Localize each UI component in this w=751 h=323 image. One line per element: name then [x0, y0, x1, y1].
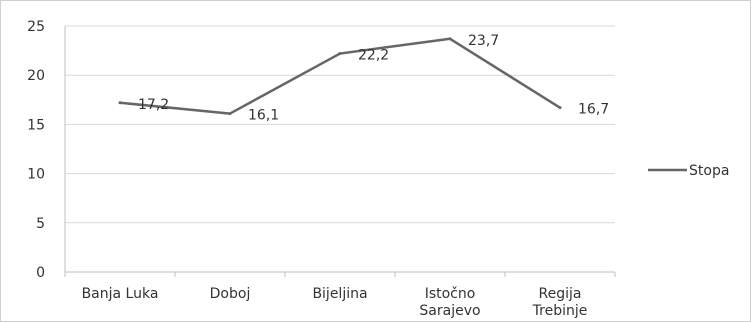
- data-label: 22,2: [358, 48, 389, 64]
- y-tick-label: 0: [36, 265, 45, 281]
- y-tick-label: 20: [27, 68, 45, 84]
- data-point: [228, 112, 232, 116]
- x-category-label: Doboj: [210, 286, 251, 302]
- data-point: [338, 52, 342, 56]
- x-category-label: Banja Luka: [82, 286, 159, 302]
- data-point: [118, 101, 122, 105]
- data-label: 17,2: [138, 97, 169, 113]
- y-tick-label: 25: [27, 19, 45, 35]
- x-category-label: Istočno: [425, 286, 476, 302]
- x-category-label: Regija: [539, 286, 582, 302]
- x-category-label: Bijeljina: [312, 286, 367, 302]
- x-category-label: Trebinje: [532, 303, 588, 319]
- x-category-label: Sarajevo: [419, 303, 480, 319]
- series-line-stopa: [119, 37, 561, 115]
- data-point: [448, 37, 452, 41]
- data-point: [558, 106, 562, 110]
- legend-label: Stopa: [689, 163, 729, 179]
- data-label: 16,7: [578, 102, 609, 118]
- y-tick-label: 10: [27, 167, 45, 183]
- y-tick-label: 5: [36, 216, 45, 232]
- data-label: 23,7: [468, 33, 499, 49]
- data-label: 16,1: [248, 108, 279, 124]
- y-tick-label: 15: [27, 117, 45, 133]
